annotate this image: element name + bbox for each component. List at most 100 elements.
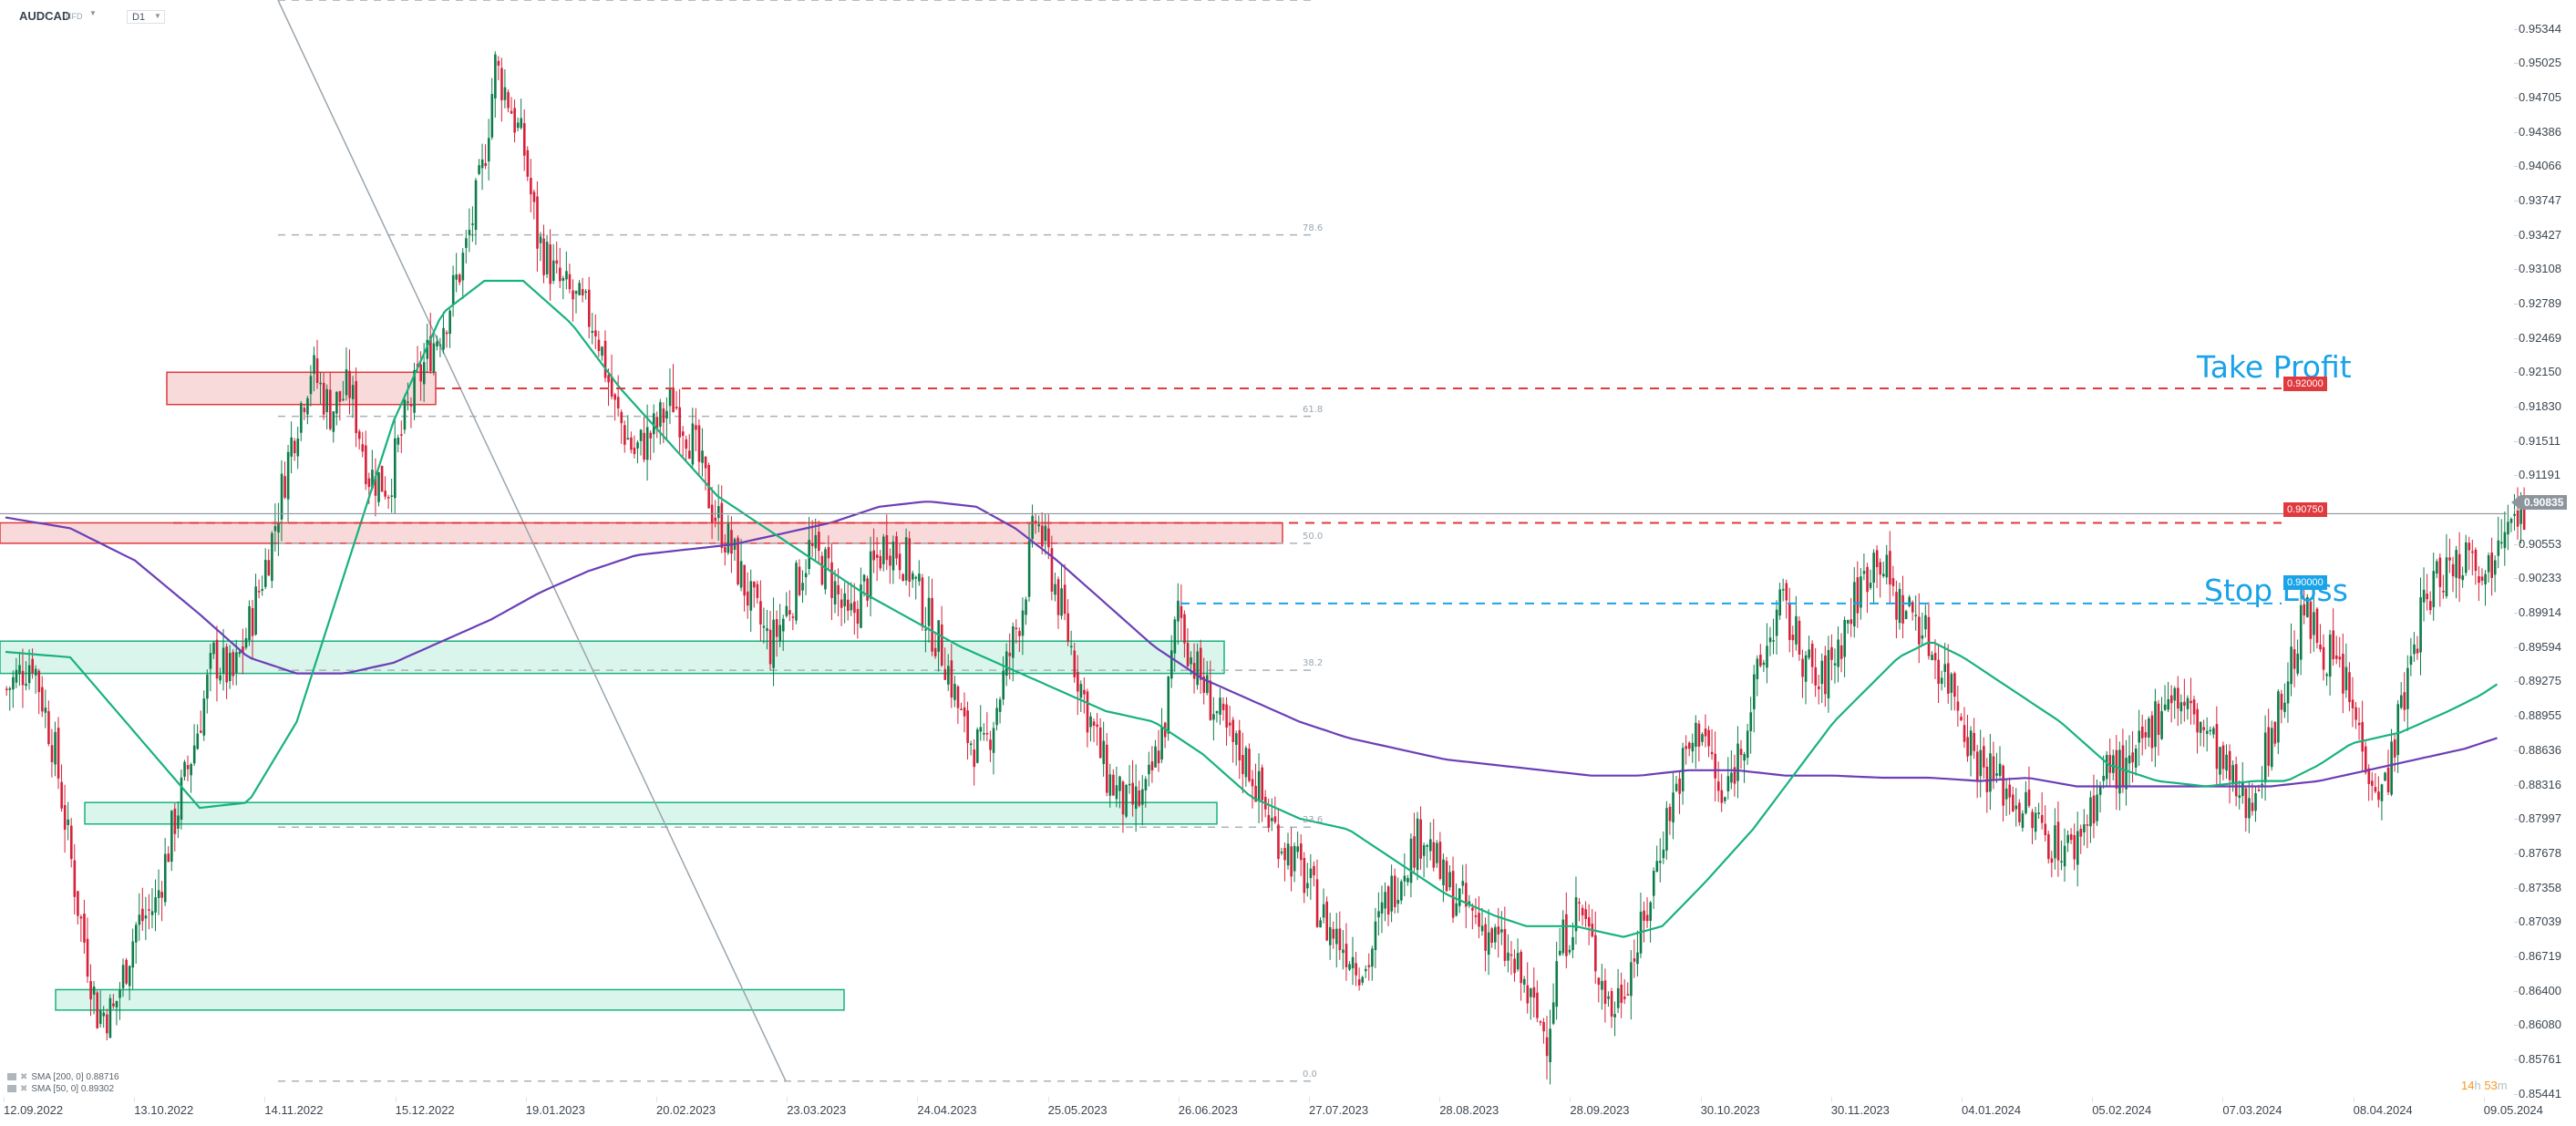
resistance-zone-entry[interactable] [0,522,1283,544]
bull-candle [1409,838,1413,883]
bull-candle [2344,666,2348,691]
bull-candle [1781,589,1785,591]
price-axis-label: 0.93427 [2519,227,2561,242]
indicator-settings-icon[interactable] [7,1073,16,1081]
bull-candle [551,260,555,282]
bear-candle [1290,846,1293,877]
bull-candle [397,438,400,445]
bear-candle [2273,721,2277,744]
bull-candle [2125,758,2128,790]
bull-candle [2325,674,2328,677]
bear-candle [60,781,63,809]
sma200-line[interactable] [5,501,2498,788]
timeframe-select[interactable]: D1 ▼ [127,10,165,24]
bear-candle [1254,785,1257,802]
price-axis-label: 0.87358 [2519,880,2561,894]
bull-candle [1012,626,1015,658]
legend-sma200[interactable]: ✖ SMA [200, 0] 0.88716 [7,1072,119,1082]
bear-candle [2073,834,2076,860]
bull-candle [342,398,345,401]
bear-candle [1539,1021,1542,1023]
remove-indicator-icon[interactable]: ✖ [20,1084,28,1094]
fibonacci-layer [277,0,1317,1082]
bull-candle [2313,612,2315,635]
support-zone-1[interactable] [0,640,1225,675]
bear-candle [2215,724,2219,770]
bull-candle [976,729,979,763]
bear-candle [895,536,898,559]
remove-indicator-icon[interactable]: ✖ [20,1072,28,1082]
bear-candle [2348,672,2351,703]
support-zone-3[interactable] [55,988,845,1011]
bull-candle [2173,687,2177,701]
bull-candle [1148,764,1150,775]
bear-candle [2442,590,2445,593]
bull-candle [2299,604,2303,660]
current-price-value: 0.90835 [2520,495,2568,510]
bear-candle [1121,781,1125,815]
bear-candle [500,67,503,100]
bull-candle [2328,635,2332,677]
bull-candle [144,915,148,919]
bull-candle [1403,875,1406,882]
bull-candle [1862,571,1866,574]
bull-candle [2396,704,2400,756]
bear-candle [1587,917,1591,927]
sma50-line[interactable] [5,279,2499,938]
bear-candle [2438,557,2442,587]
bull-candle [1384,892,1386,909]
bear-candle [21,670,25,686]
bear-candle [672,387,675,413]
fib-level-label: 23.6 [1303,815,1324,826]
symbol-dropdown-icon[interactable]: ▼ [89,9,97,17]
bear-candle [2150,715,2154,749]
bear-candle [973,749,976,768]
bear-candle [1086,691,1089,733]
bear-candle [63,805,67,831]
bear-candle [989,739,992,750]
price-axis-tick [2514,716,2518,718]
bull-candle [1118,776,1121,791]
bull-candle [1069,646,1073,648]
bull-candle [1416,818,1419,871]
bear-candle [960,708,963,710]
bear-candle [200,730,202,733]
bear-candle [1901,594,1904,624]
bear-candle [419,364,422,382]
bear-candle [1866,566,1869,593]
bear-candle [2490,553,2493,578]
fib-trendline[interactable] [277,0,787,1082]
bear-candle [2522,505,2526,531]
bear-candle [2303,604,2306,615]
bull-candle [1328,926,1332,945]
bear-candle [386,497,390,499]
bull-candle [209,653,212,669]
bull-candle [1630,962,1633,997]
bull-candle [2400,695,2403,708]
bull-candle [1128,783,1131,786]
bear-candle [818,532,820,552]
bull-candle [749,581,753,611]
time-axis-label: 14.11.2022 [264,1103,324,1117]
bull-candle [1293,845,1296,872]
bull-candle [1613,1014,1616,1018]
time-axis-label: 26.06.2023 [1178,1103,1238,1117]
bear-candle [384,491,386,497]
bull-candle [1574,897,1578,932]
symbol-name[interactable]: AUDCAD [19,9,71,23]
bear-candle [523,123,526,156]
bull-candle [665,410,668,419]
bull-candle [2286,681,2290,704]
price-axis-label: 0.89914 [2519,605,2561,620]
bull-candle [351,385,355,399]
resistance-zone-upper[interactable] [166,371,437,406]
bull-candle [1458,888,1461,906]
bull-candle [1766,646,1768,668]
bear-candle [167,853,170,863]
indicator-settings-icon[interactable] [7,1085,16,1093]
support-zone-2[interactable] [84,801,1218,825]
price-axis-tick [2514,303,2518,305]
legend-sma50[interactable]: ✖ SMA [50, 0] 0.89302 [7,1084,114,1094]
bear-candle [1478,913,1480,927]
